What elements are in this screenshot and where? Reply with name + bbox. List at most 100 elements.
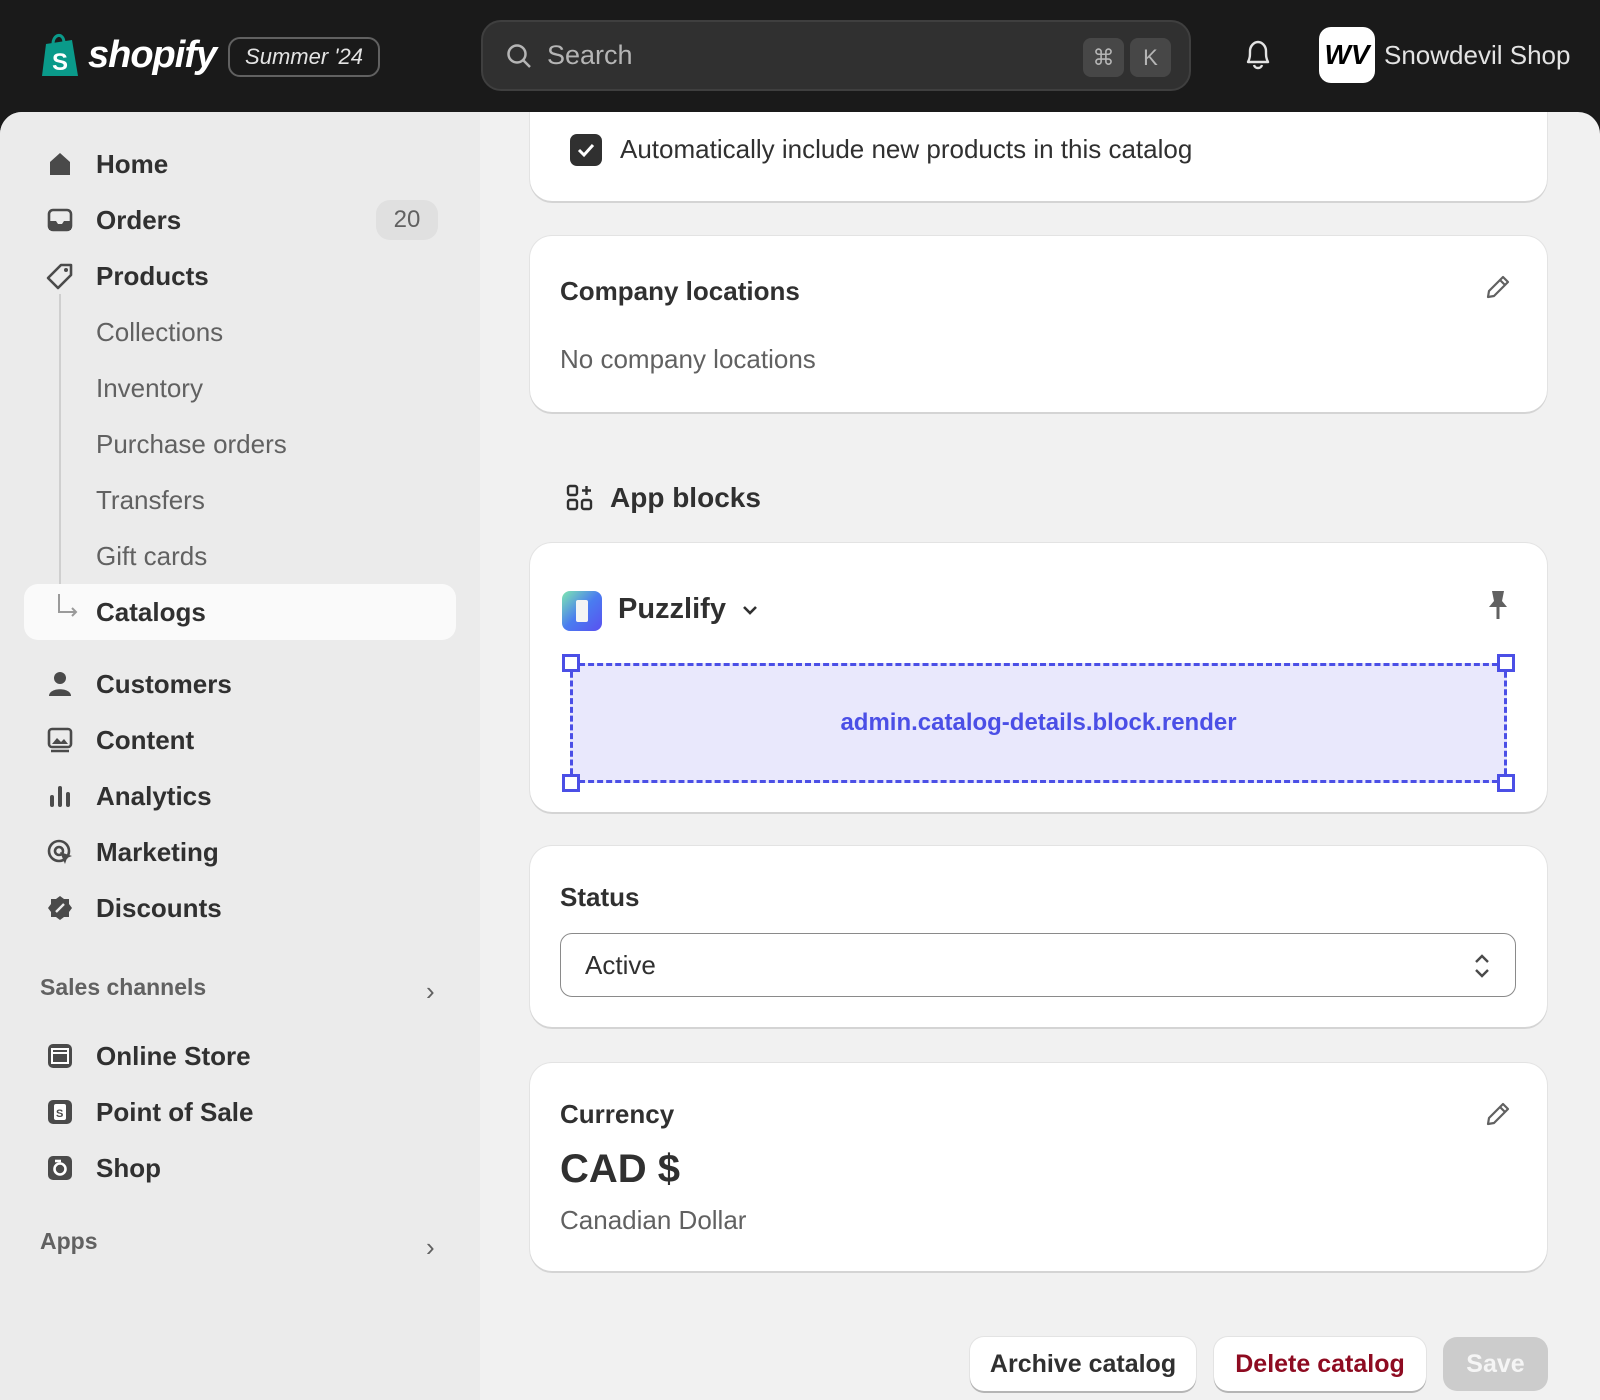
- sidebar: Home Orders 20 Products Collections Inven…: [0, 112, 480, 1400]
- save-button[interactable]: Save: [1443, 1337, 1548, 1391]
- currency-code: CAD $: [560, 1147, 681, 1191]
- pencil-icon[interactable]: [1483, 272, 1513, 302]
- chevron-right-icon[interactable]: ›: [426, 976, 435, 1006]
- sidebar-item-inventory[interactable]: Inventory: [24, 360, 456, 416]
- auto-include-checkbox[interactable]: [570, 134, 602, 166]
- sidebar-item-label: Products: [96, 260, 209, 291]
- resize-handle[interactable]: [1497, 654, 1515, 672]
- delete-catalog-button[interactable]: Delete catalog: [1214, 1337, 1426, 1391]
- resize-handle[interactable]: [1497, 774, 1515, 792]
- orders-count-badge: 20: [376, 200, 438, 240]
- top-bar: S shopify Summer '24 Search ⌘ K WV Snowd…: [0, 0, 1600, 112]
- company-locations-card: Company locations No company locations: [530, 236, 1547, 412]
- pos-icon: S: [48, 1100, 72, 1124]
- edition-badge[interactable]: Summer '24: [228, 37, 380, 77]
- sidebar-item-transfers[interactable]: Transfers: [24, 472, 456, 528]
- app-selector[interactable]: Puzzlify: [618, 593, 760, 626]
- sidebar-item-content[interactable]: Content: [24, 712, 456, 768]
- bar-chart-icon: [50, 786, 70, 807]
- discount-icon: [48, 896, 72, 920]
- app-block-card: Puzzlify admin.catalog-details.block.ren…: [530, 543, 1547, 812]
- person-icon: [49, 672, 71, 696]
- store-name[interactable]: Snowdevil Shop: [1384, 40, 1571, 70]
- resize-handle[interactable]: [562, 654, 580, 672]
- sidebar-item-shop[interactable]: Shop: [24, 1140, 456, 1196]
- currency-name: Canadian Dollar: [560, 1205, 747, 1235]
- puzzlify-app-icon: [562, 591, 602, 631]
- sidebar-item-point-of-sale[interactable]: S Point of Sale: [24, 1084, 456, 1140]
- sales-channels-heading[interactable]: Sales channels: [40, 974, 207, 1000]
- sidebar-item-label: Discounts: [96, 892, 222, 923]
- status-card: Status Active: [530, 846, 1547, 1027]
- status-title: Status: [560, 882, 640, 912]
- sidebar-item-label: Transfers: [96, 484, 205, 515]
- sidebar-item-label: Marketing: [96, 836, 219, 867]
- chevron-right-icon[interactable]: ›: [426, 1232, 435, 1262]
- resize-handle[interactable]: [562, 774, 580, 792]
- svg-text:S: S: [56, 1108, 63, 1120]
- image-icon: [47, 727, 73, 753]
- sidebar-item-discounts[interactable]: Discounts: [24, 880, 456, 936]
- pencil-icon[interactable]: [1483, 1099, 1513, 1129]
- auto-include-card: Automatically include new products in th…: [530, 112, 1547, 201]
- sidebar-item-collections[interactable]: Collections: [24, 304, 456, 360]
- extension-target-placeholder: admin.catalog-details.block.render: [570, 663, 1507, 783]
- sidebar-item-label: Point of Sale: [96, 1096, 254, 1127]
- sidebar-item-customers[interactable]: Customers: [24, 656, 456, 712]
- sidebar-item-label: Customers: [96, 668, 232, 699]
- checkmark-icon: [577, 143, 595, 158]
- sidebar-item-label: Content: [96, 724, 195, 755]
- app-blocks-heading: App blocks: [566, 482, 761, 514]
- shopify-logo[interactable]: S shopify: [40, 32, 217, 78]
- sidebar-item-label: Inventory: [96, 372, 203, 403]
- sidebar-item-orders[interactable]: Orders 20: [24, 192, 456, 248]
- search-placeholder: Search: [547, 40, 633, 70]
- sidebar-item-label: Purchase orders: [96, 428, 287, 459]
- k-key: K: [1130, 38, 1171, 77]
- extension-target-label: admin.catalog-details.block.render: [840, 709, 1237, 736]
- home-icon: [50, 153, 70, 175]
- search-icon: [507, 43, 531, 68]
- sidebar-item-catalogs[interactable]: Catalogs: [24, 584, 456, 640]
- sidebar-item-label: Analytics: [96, 780, 212, 811]
- sidebar-item-gift-cards[interactable]: Gift cards: [24, 528, 456, 584]
- command-key: ⌘: [1083, 38, 1124, 77]
- app-blocks-icon: [566, 484, 593, 511]
- tag-icon: [46, 263, 73, 290]
- company-locations-title: Company locations: [560, 276, 800, 306]
- pin-icon[interactable]: [1485, 589, 1511, 621]
- status-value: Active: [585, 949, 656, 980]
- sidebar-item-label: Orders: [96, 204, 182, 235]
- auto-include-label[interactable]: Automatically include new products in th…: [620, 134, 1193, 164]
- sidebar-item-label: Gift cards: [96, 540, 208, 571]
- target-icon: [47, 839, 72, 864]
- sidebar-item-purchase-orders[interactable]: Purchase orders: [24, 416, 456, 472]
- sidebar-item-label: Online Store: [96, 1040, 251, 1071]
- apps-heading[interactable]: Apps: [40, 1228, 98, 1254]
- select-arrows-icon: [1475, 954, 1489, 978]
- sidebar-item-analytics[interactable]: Analytics: [24, 768, 456, 824]
- company-locations-empty: No company locations: [560, 344, 816, 374]
- currency-card: Currency CAD $ Canadian Dollar: [530, 1063, 1547, 1271]
- archive-catalog-button[interactable]: Archive catalog: [970, 1337, 1196, 1391]
- bell-icon[interactable]: [1242, 38, 1274, 72]
- store-avatar[interactable]: WV: [1319, 27, 1375, 83]
- svg-text:S: S: [52, 49, 68, 76]
- tree-branch-arrow-icon: [58, 594, 78, 617]
- sidebar-item-online-store[interactable]: Online Store: [24, 1028, 456, 1084]
- currency-title: Currency: [560, 1099, 675, 1129]
- sidebar-item-label: Shop: [96, 1152, 161, 1183]
- shop-icon: [48, 1156, 72, 1180]
- store-icon: [48, 1044, 72, 1068]
- sidebar-item-label: Collections: [96, 316, 224, 347]
- inbox-icon: [47, 208, 73, 232]
- sidebar-item-marketing[interactable]: Marketing: [24, 824, 456, 880]
- products-tree-line: [59, 294, 61, 594]
- search-input[interactable]: Search ⌘ K: [481, 20, 1191, 91]
- status-select[interactable]: Active: [560, 933, 1516, 997]
- sidebar-item-label: Home: [96, 148, 169, 179]
- admin-frame: Home Orders 20 Products Collections Inven…: [0, 112, 1600, 1400]
- sidebar-item-home[interactable]: Home: [24, 136, 456, 192]
- sidebar-item-products[interactable]: Products: [24, 248, 456, 304]
- app-blocks-title: App blocks: [610, 482, 761, 513]
